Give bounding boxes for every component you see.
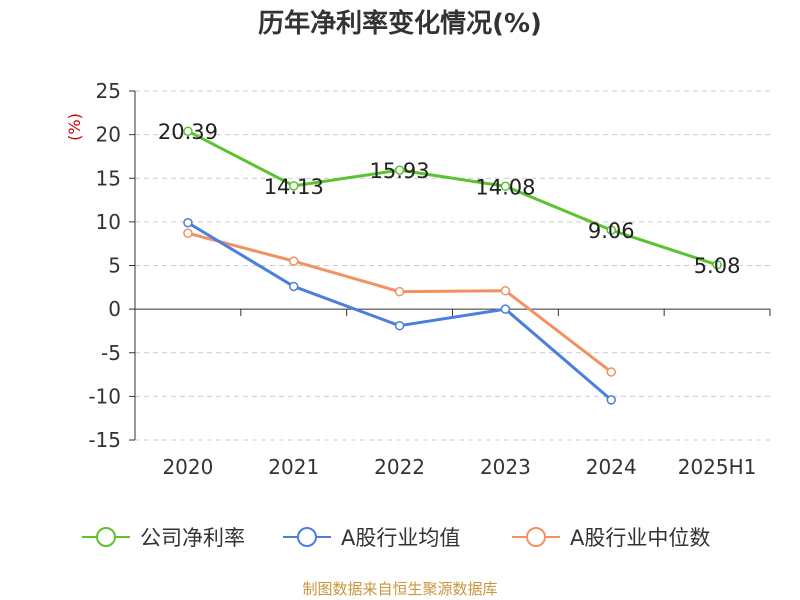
- y-tick-label: 10: [96, 210, 121, 234]
- chart-title: 历年净利率变化情况(%): [258, 8, 542, 39]
- data-label: 5.08: [694, 254, 741, 278]
- y-tick-label: -10: [88, 384, 121, 408]
- y-tick-label: 5: [108, 254, 121, 278]
- data-point[interactable]: [289, 281, 299, 292]
- data-point[interactable]: [183, 217, 193, 228]
- data-point[interactable]: [289, 181, 299, 191]
- y-tick-label: 25: [96, 79, 121, 103]
- data-point[interactable]: [183, 228, 193, 238]
- legend-swatch-marker: [297, 527, 317, 547]
- legend-label: A股行业中位数: [570, 526, 710, 550]
- data-point[interactable]: [606, 367, 616, 377]
- y-tick-label: -5: [101, 341, 121, 365]
- series-line: [187, 231, 613, 374]
- y-tick-label: 0: [108, 297, 121, 321]
- x-tick-label: 2020: [162, 455, 213, 479]
- legend-label: 公司净利率: [140, 526, 245, 550]
- legend-item[interactable]: A股行业均值: [283, 526, 460, 550]
- data-label: 9.06: [588, 219, 635, 243]
- data-point[interactable]: [606, 395, 616, 405]
- data-point[interactable]: [394, 286, 405, 297]
- data-point[interactable]: [394, 320, 405, 331]
- y-tick-label: 15: [96, 166, 121, 190]
- x-tick-label: 2023: [480, 455, 531, 479]
- x-tick-label: 2021: [268, 455, 319, 479]
- y-axis-unit: (%): [65, 113, 84, 141]
- data-label: 14.13: [264, 175, 324, 199]
- data-point[interactable]: [289, 256, 299, 266]
- y-tick-label: 20: [96, 123, 121, 147]
- source-note: 制图数据来自恒生聚源数据库: [302, 580, 497, 598]
- legend-label: A股行业均值: [341, 526, 460, 550]
- data-point[interactable]: [183, 126, 193, 136]
- legend-item[interactable]: A股行业中位数: [512, 526, 710, 550]
- data-label: 14.08: [475, 175, 535, 199]
- data-point[interactable]: [500, 286, 511, 296]
- x-tick-label: 2025H1: [678, 455, 757, 479]
- data-label: 20.39: [158, 120, 218, 144]
- data-point[interactable]: [712, 260, 722, 270]
- data-label: 15.93: [370, 159, 430, 183]
- y-tick-label: -15: [88, 428, 121, 452]
- data-point[interactable]: [394, 165, 405, 175]
- x-tick-label: 2024: [586, 455, 637, 479]
- legend-swatch-marker: [526, 527, 546, 547]
- x-tick-label: 2022: [374, 455, 425, 479]
- data-point[interactable]: [500, 304, 511, 314]
- legend-swatch-marker: [96, 527, 116, 547]
- legend-item[interactable]: 公司净利率: [82, 526, 245, 550]
- series-line: [187, 129, 718, 267]
- data-point[interactable]: [500, 181, 511, 192]
- data-point[interactable]: [606, 225, 616, 235]
